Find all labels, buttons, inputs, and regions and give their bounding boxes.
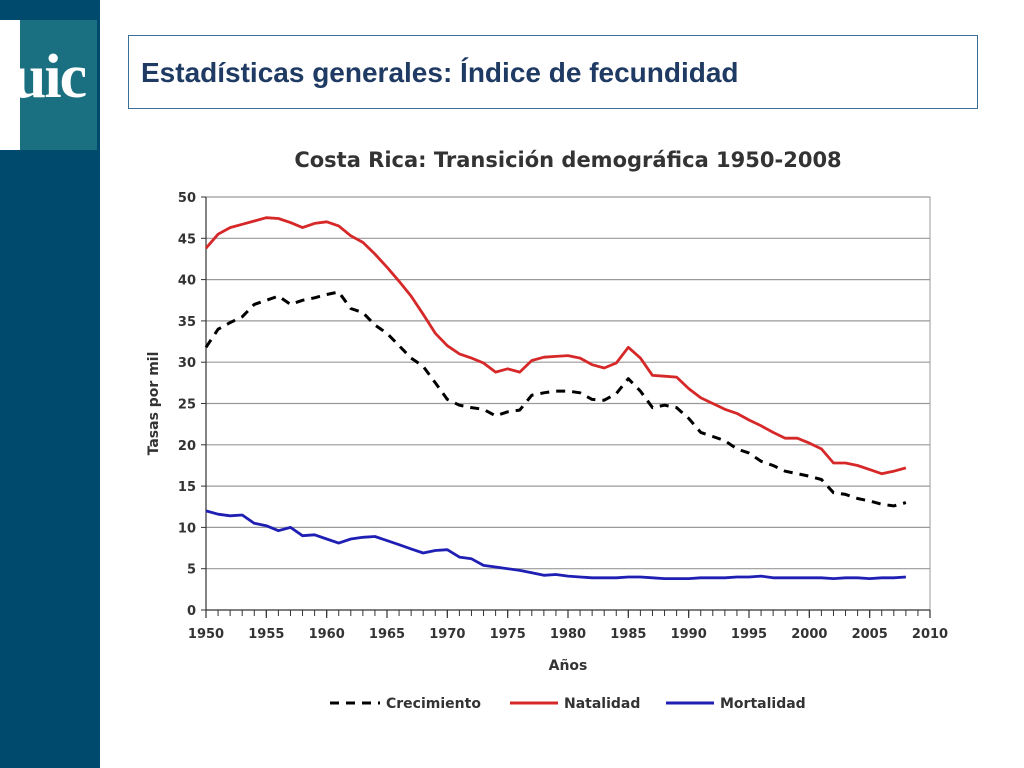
legend-label-mortalidad: Mortalidad — [720, 696, 806, 712]
slide-title: Estadísticas generales: Índice de fecund… — [141, 57, 739, 88]
y-tick-label: 20 — [178, 439, 196, 454]
x-tick-label: 1960 — [309, 627, 345, 642]
y-tick-label: 0 — [187, 604, 196, 619]
x-axis-label: Años — [549, 658, 588, 674]
y-tick-label: 15 — [178, 480, 196, 495]
y-tick-label: 45 — [178, 232, 196, 247]
y-tick-label: 35 — [178, 315, 196, 330]
demographic-transition-chart: Costa Rica: Transición demográfica 1950-… — [146, 148, 948, 712]
series-line-natalidad — [204, 216, 907, 476]
uic-logo: uic — [11, 43, 87, 111]
y-tick-label: 40 — [178, 274, 196, 289]
y-tick-label: 25 — [178, 398, 196, 413]
x-tick-label: 2000 — [791, 627, 827, 642]
legend-label-natalidad: Natalidad — [564, 696, 640, 712]
x-tick-label: 1985 — [610, 627, 646, 642]
chart-title: Costa Rica: Transición demográfica 1950-… — [294, 148, 841, 172]
y-tick-label: 30 — [178, 356, 196, 371]
x-tick-label: 1965 — [369, 627, 405, 642]
x-tick-label: 1990 — [671, 627, 707, 642]
slide-title-box: Estadísticas generales: Índice de fecund… — [128, 35, 978, 109]
x-tick-label: 1980 — [550, 627, 586, 642]
series-line-crecimiento — [204, 290, 907, 508]
x-tick-label: 1970 — [429, 627, 465, 642]
legend-label-crecimiento: Crecimiento — [386, 696, 481, 712]
y-tick-label: 50 — [178, 191, 196, 206]
x-tick-label: 1950 — [188, 627, 224, 642]
x-tick-label: 1955 — [248, 627, 284, 642]
series-line-mortalidad — [205, 509, 906, 581]
x-tick-label: 2010 — [912, 627, 948, 642]
y-axis-label: Tasas por mil — [146, 352, 162, 456]
x-tick-label: 1975 — [490, 627, 526, 642]
x-tick-label: 2005 — [852, 627, 888, 642]
y-tick-label: 10 — [178, 521, 196, 536]
y-tick-label: 5 — [187, 563, 196, 578]
x-tick-label: 1995 — [731, 627, 767, 642]
logo-notch — [0, 20, 20, 150]
